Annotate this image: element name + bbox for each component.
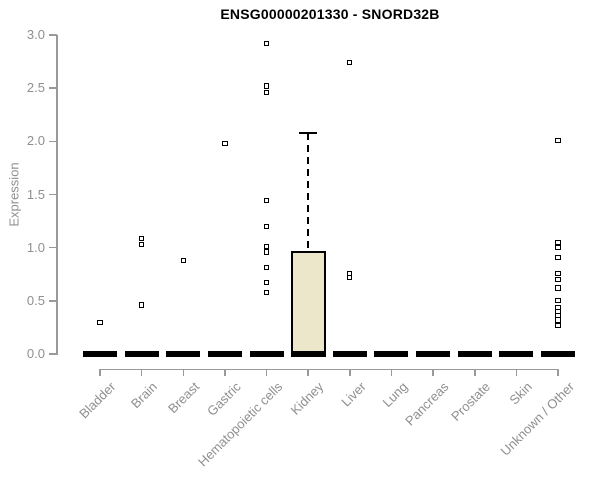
outlier-point <box>180 257 186 264</box>
outlier-point <box>555 270 561 276</box>
outlier-point <box>555 285 561 291</box>
x-axis-tick <box>432 369 434 376</box>
zero-median-bar <box>499 350 534 358</box>
outlier-point <box>263 89 270 96</box>
outlier-point <box>555 137 561 143</box>
y-axis-tick <box>48 87 57 89</box>
outlier-point <box>139 235 145 241</box>
x-axis-line <box>99 368 560 370</box>
x-axis-tick <box>557 369 559 376</box>
zero-median-bar <box>332 350 367 358</box>
y-axis-tick <box>48 140 57 143</box>
outlier-point <box>263 265 270 271</box>
outlier-point <box>139 302 145 308</box>
outlier-point <box>555 298 561 304</box>
x-axis-tick <box>99 369 101 376</box>
outlier-point <box>263 249 270 255</box>
y-tick-label: 2.0 <box>26 133 45 149</box>
zero-median-bar <box>83 350 117 358</box>
outlier-point <box>555 245 561 251</box>
zero-median-bar <box>374 350 409 358</box>
x-category-label: Lung <box>379 379 411 411</box>
zero-median-bar <box>124 350 159 358</box>
chart-title: ENSG00000201330 - SNORD32B <box>220 6 440 22</box>
outlier-point <box>347 60 353 66</box>
y-axis-tick <box>48 246 57 249</box>
x-category-label: Kidney <box>288 379 327 418</box>
box-median-bar <box>290 350 326 358</box>
x-category-label: Bladder <box>76 379 119 422</box>
box-whisker <box>306 132 310 251</box>
y-tick-label: 0.0 <box>26 346 45 361</box>
outlier-point <box>263 198 270 204</box>
y-tick-label: 3.0 <box>26 27 45 42</box>
x-axis-tick <box>182 369 185 376</box>
box <box>290 250 326 358</box>
x-category-label: Pancreas <box>402 379 452 429</box>
x-axis-tick <box>224 369 226 376</box>
outlier-point <box>139 241 145 248</box>
outlier-point <box>555 317 561 323</box>
x-axis-tick <box>265 369 268 376</box>
zero-median-bar <box>249 350 284 358</box>
y-axis-tick <box>48 353 57 355</box>
y-axis-line <box>56 35 58 355</box>
x-category-label: Unknown / Other <box>497 379 577 459</box>
zero-median-bar <box>166 350 201 358</box>
outlier-point <box>263 289 270 295</box>
x-axis-tick <box>349 369 351 376</box>
x-category-label: Gastric <box>203 379 244 419</box>
y-axis-tick <box>48 34 57 36</box>
outlier-point <box>222 140 228 147</box>
box-whisker-cap <box>299 131 318 135</box>
outlier-point <box>263 83 270 89</box>
outlier-point <box>555 276 561 283</box>
zero-median-bar <box>457 350 492 358</box>
outlier-point <box>555 239 561 245</box>
x-category-label: Skin <box>506 379 536 408</box>
outlier-point <box>263 223 270 229</box>
outlier-point <box>347 274 353 281</box>
x-category-label: Liver <box>337 379 369 410</box>
outlier-point <box>97 319 103 325</box>
y-tick-label: 0.5 <box>26 292 45 308</box>
x-category-label: Prostate <box>448 379 494 424</box>
outlier-point <box>263 40 270 47</box>
x-axis-tick <box>140 369 143 376</box>
y-axis-tick <box>48 193 57 196</box>
x-axis-tick <box>474 369 476 376</box>
outlier-point <box>555 322 561 328</box>
x-category-label: Brain <box>128 379 161 412</box>
zero-median-bar <box>541 350 576 358</box>
y-tick-label: 1.0 <box>26 239 45 255</box>
outlier-point <box>263 244 270 250</box>
x-axis-tick <box>515 369 518 376</box>
y-tick-label: 1.5 <box>26 186 45 202</box>
zero-median-bar <box>416 350 451 358</box>
x-category-label: Breast <box>164 379 202 417</box>
zero-median-bar <box>207 350 242 358</box>
y-axis-tick <box>48 300 57 302</box>
y-tick-label: 2.5 <box>26 80 45 96</box>
x-axis-tick <box>390 369 393 376</box>
outlier-point <box>555 254 561 260</box>
outlier-point <box>263 280 270 286</box>
x-axis-tick <box>307 369 309 376</box>
